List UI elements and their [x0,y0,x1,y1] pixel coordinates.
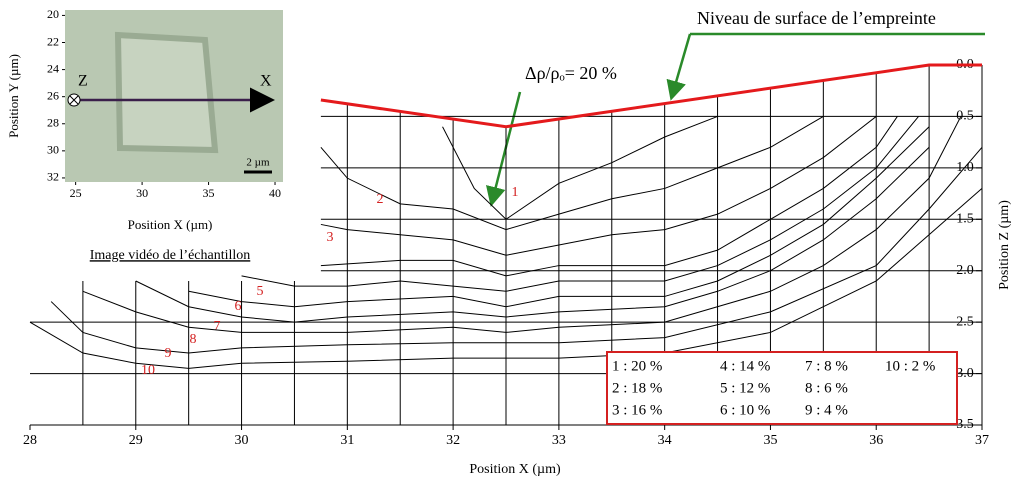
legend-entry: 2 : 18 % [612,380,662,396]
legend-entry: 1 : 20 % [612,358,662,374]
x-tick-label: 29 [129,433,143,448]
y-axis-title: Position Z (µm) [997,200,1012,290]
inset-x-tick-label: 30 [136,186,148,200]
x-axis-title: Position X (µm) [469,462,561,477]
inset-y-title: Position Y (µm) [6,54,21,138]
x-tick-label: 37 [975,433,989,448]
x-tick-label: 34 [658,433,672,448]
legend-entry: 3 : 16 % [612,402,662,418]
contour-label: 10 [141,363,155,378]
x-tick-label: 36 [869,433,883,448]
contour-label: 5 [257,284,264,299]
inset-y-tick-label: 28 [47,116,59,130]
contour-line [135,146,930,323]
contour-line [241,116,919,292]
inset-y-tick-label: 20 [47,7,59,21]
contour-line [320,116,877,256]
x-tick-label: 31 [340,433,354,448]
inset-x-title: Position X (µm) [128,217,213,232]
contour-label: 7 [214,319,221,334]
x-tick-label: 28 [23,433,37,448]
contour-label: 3 [327,230,334,245]
contour-line [188,126,930,308]
inset-y-tick-label: 22 [47,34,59,48]
legend-entry: 10 : 2 % [885,358,935,374]
contour-label: 6 [235,299,242,314]
legend-box [606,351,958,425]
inset-caption: Image vidéo de l’échantillon [90,248,251,263]
x-tick-label: 30 [235,433,249,448]
inset-x-tick-label: 40 [269,186,281,200]
contour-label: 1 [512,185,519,200]
contour-line [50,146,983,354]
contour-line [320,115,824,231]
inset-y-tick-label: 24 [47,61,59,75]
contour-label: 9 [165,346,172,361]
contour-line [442,115,718,220]
legend-entry: 9 : 4 % [805,402,848,418]
contour-line [320,116,898,277]
legend-entry: 6 : 10 % [720,402,770,418]
annotation: Δρ/ρₒ= 20 % [525,63,617,83]
x-tick-label: 33 [552,433,566,448]
indent [114,31,219,154]
legend-entry: 4 : 14 % [720,358,770,374]
inset-y-tick-label: 26 [47,88,59,102]
x-tick-label: 35 [763,433,777,448]
legend-entry: 7 : 8 % [805,358,848,374]
inset: Z X 2 µm Position X (µm) Position Y (µm)… [6,7,283,232]
inset-y-tick-label: 32 [47,170,59,184]
legend-entry: 8 : 6 % [805,380,848,396]
contour-label: 2 [377,192,384,207]
inset-x-tick-label: 25 [70,186,82,200]
x-tick-label: 32 [446,433,460,448]
z-cross [69,95,79,105]
annotation-arrow [666,33,692,101]
contour-line [29,188,983,369]
inset-x-tick-label: 35 [203,186,215,200]
contour-label: 8 [190,332,197,347]
scale-bar-label: 2 µm [246,157,270,169]
inset-y-tick-label: 30 [47,143,59,157]
legend-entry: 5 : 12 % [720,380,770,396]
inset-axis-label: Z [78,73,88,90]
inset-axis-label: X [260,73,272,90]
surface-line [320,63,982,129]
annotation: Niveau de surface de l’empreinte [697,8,936,28]
contour-line [82,116,962,333]
